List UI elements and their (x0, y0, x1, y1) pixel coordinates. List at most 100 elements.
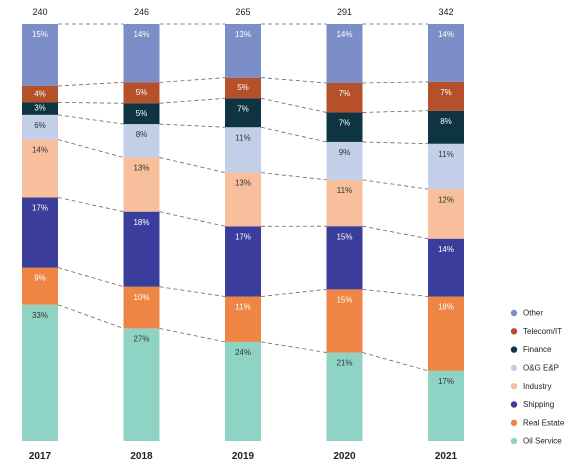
bar-oandg-eandp-2020 (326, 141, 363, 180)
legend-label-real-estate: Real Estate (523, 418, 565, 427)
bar-finance-2021 (428, 110, 464, 144)
bar-shipping-2017 (22, 197, 58, 268)
connector-line (57, 139, 124, 158)
connector-line (362, 352, 429, 372)
data-label-telecom-it-2021: 7% (440, 88, 452, 97)
data-label-other-2017: 15% (32, 30, 48, 39)
data-label-oil-service-2017: 33% (32, 311, 48, 320)
connector-line (159, 77, 226, 83)
bar-industry-2019 (225, 172, 261, 227)
bar-oil-service-2020 (326, 352, 363, 441)
bar-finance-2020 (326, 112, 363, 142)
data-label-finance-2018: 5% (136, 109, 148, 118)
data-label-oandg-eandp-2020: 9% (339, 148, 351, 157)
bar-real-estate-2017 (22, 267, 58, 305)
data-label-industry-2020: 11% (337, 186, 352, 195)
data-label-oandg-eandp-2018: 8% (136, 130, 148, 139)
data-label-other-2018: 14% (133, 30, 149, 39)
x-tick-label-2017: 2017 (29, 451, 52, 462)
data-label-other-2020: 14% (336, 30, 352, 39)
total-label-2019: 265 (235, 7, 250, 17)
legend-label-telecom-it: Telecom/IT (523, 327, 562, 336)
connector-line (362, 225, 429, 240)
data-label-industry-2021: 12% (438, 195, 454, 204)
x-tick-label-2018: 2018 (130, 451, 153, 462)
connector-line (57, 304, 124, 329)
bar-industry-2021 (428, 189, 464, 239)
bar-telecom-it-2021 (428, 81, 464, 111)
legend-marker-telecom-it (510, 328, 518, 335)
bar-telecom-it-2019 (225, 77, 261, 99)
data-label-industry-2017: 14% (32, 146, 48, 155)
connector-line (57, 102, 124, 104)
legend-marker-oandg-eandp (510, 364, 518, 372)
legend-label-finance: Finance (523, 345, 552, 354)
bar-industry-2020 (326, 179, 363, 227)
data-label-other-2019: 13% (235, 30, 251, 39)
connector-line (57, 81, 124, 87)
connector-line (362, 110, 429, 113)
data-label-oandg-eandp-2017: 6% (34, 121, 46, 130)
total-label-2017: 240 (32, 7, 47, 17)
bar-shipping-2019 (225, 226, 261, 297)
connector-line (362, 81, 429, 84)
data-label-oil-service-2021: 17% (438, 377, 454, 386)
bar-real-estate-2019 (225, 296, 261, 342)
legend-marker-real-estate (510, 419, 518, 426)
bar-other-2018 (123, 24, 160, 83)
x-tick-label-2020: 2020 (333, 451, 356, 462)
data-label-shipping-2020: 15% (336, 232, 352, 241)
total-labels: 240 246 265 291 342 (32, 7, 453, 17)
x-tick-label-2021: 2021 (435, 451, 458, 462)
total-label-2018: 246 (134, 7, 149, 17)
data-label-real-estate-2018: 10% (133, 293, 149, 302)
connector-line (159, 328, 226, 343)
bar-oandg-eandp-2019 (225, 127, 261, 173)
data-label-oil-service-2020: 21% (336, 359, 352, 368)
segment-labels: 33% 9% 17% 14% 6% 3% 4% 15% 27% 10% 18% 13% 8% 5% 5% 14… (32, 30, 454, 386)
data-label-finance-2019: 7% (237, 104, 249, 113)
total-label-2020: 291 (337, 7, 352, 17)
connector-line (362, 141, 429, 145)
bar-oandg-eandp-2018 (123, 124, 160, 158)
bar-real-estate-2020 (326, 289, 363, 353)
connector-line (260, 97, 327, 113)
legend-marker-shipping (510, 401, 518, 408)
x-axis-labels: 2017 2018 2019 2020 2021 (29, 451, 458, 462)
connector-line (362, 179, 429, 190)
legend-marker-industry (510, 383, 518, 390)
data-label-real-estate-2020: 15% (336, 295, 352, 304)
connector-line (260, 77, 327, 84)
x-tick-label-2019: 2019 (232, 451, 255, 462)
bar-oandg-eandp-2021 (428, 143, 464, 190)
legend: Other Telecom/IT Finance O&G E&P Industry Shi… (510, 309, 565, 446)
bar-shipping-2018 (123, 211, 160, 287)
bar-finance-2019 (225, 98, 261, 128)
data-label-telecom-it-2019: 5% (237, 83, 249, 92)
bar-shipping-2021 (428, 238, 464, 297)
connector-line (159, 157, 226, 174)
data-label-shipping-2017: 17% (32, 204, 48, 213)
legend-label-oil-service: Oil Service (523, 437, 562, 446)
data-label-real-estate-2017: 9% (34, 274, 46, 283)
bar-other-2019 (225, 24, 261, 78)
data-label-real-estate-2021: 18% (438, 303, 454, 312)
data-label-finance-2021: 8% (440, 117, 452, 126)
legend-label-other: Other (523, 309, 543, 318)
data-label-real-estate-2019: 11% (235, 303, 250, 312)
bar-oandg-eandp-2017 (22, 114, 58, 140)
bar-real-estate-2018 (123, 286, 160, 329)
connector-line (260, 172, 327, 181)
connector-line (57, 114, 124, 125)
bar-other-2020 (326, 24, 363, 83)
bar-shipping-2020 (326, 226, 363, 290)
data-label-telecom-it-2020: 7% (339, 89, 351, 98)
total-label-2021: 342 (438, 7, 453, 17)
bar-oil-service-2017 (22, 304, 58, 441)
bar-other-2017 (22, 24, 58, 86)
bar-oil-service-2021 (428, 370, 464, 441)
data-label-shipping-2021: 14% (438, 245, 454, 254)
connector-line (159, 211, 226, 227)
data-label-shipping-2018: 18% (133, 218, 149, 227)
